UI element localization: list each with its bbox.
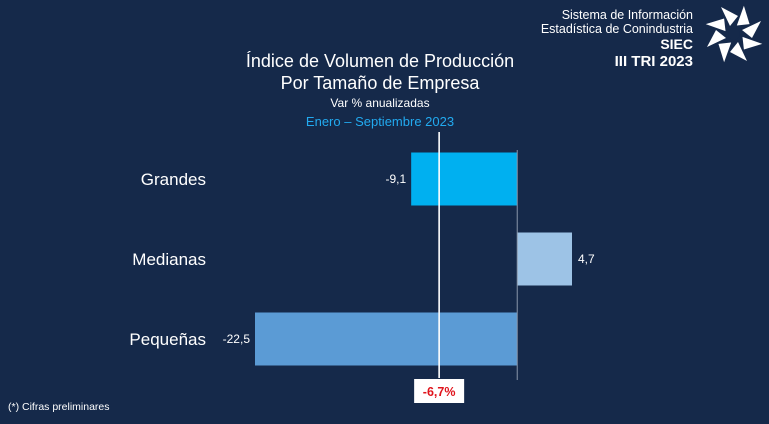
bar-3 xyxy=(255,312,518,366)
logo-petal xyxy=(707,30,726,47)
data-label-2: 4,7 xyxy=(578,252,595,266)
category-label-1: Grandes xyxy=(141,170,206,189)
average-label-box xyxy=(414,379,465,403)
chart-title-line-2: Por Tamaño de Empresa xyxy=(280,73,480,93)
bar-2 xyxy=(517,232,572,286)
brand-block: Sistema de Información Estadística de Co… xyxy=(541,8,693,71)
brand-line-2: Estadística de Conindustria xyxy=(540,22,693,36)
chart-subtitle: Var % anualizadas xyxy=(330,96,430,110)
logo-petal xyxy=(742,36,763,50)
data-label-3: -22,5 xyxy=(223,332,251,346)
brand-siec: SIEC xyxy=(660,36,693,52)
bar-1 xyxy=(411,152,518,206)
logo-petal xyxy=(718,42,732,63)
category-label-3: Pequeñas xyxy=(129,330,206,349)
logo-petal xyxy=(721,7,738,26)
data-label-1: -9,1 xyxy=(385,172,406,186)
average-label: -6,7% xyxy=(423,385,456,399)
chart-title-line-1: Índice de Volumen de Producción xyxy=(245,51,515,71)
footnote: (*) Cifras preliminares xyxy=(8,401,110,413)
logo-petal xyxy=(736,5,750,26)
brand-line-1: Sistema de Información xyxy=(561,8,693,22)
chart-title-block: Índice de Volumen de Producción Por Tama… xyxy=(180,50,580,131)
chart-period: Enero – Septiembre 2023 xyxy=(305,114,455,129)
spiral-star-logo-icon xyxy=(705,5,763,63)
brand-period: III TRI 2023 xyxy=(614,53,693,70)
logo-petal xyxy=(730,42,747,61)
category-label-2: Medianas xyxy=(132,250,206,269)
logo-petal xyxy=(705,18,726,32)
logo-petal xyxy=(742,21,761,38)
